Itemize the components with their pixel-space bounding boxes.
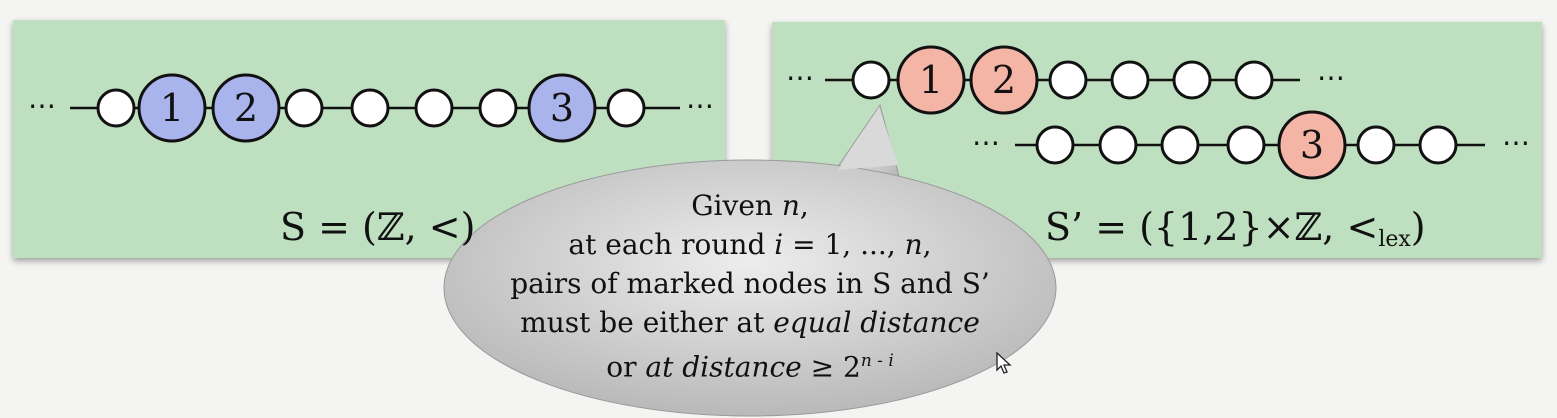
right-formula-close: ) [1410, 205, 1426, 249]
left-chain-ellipsis: ⋯ [686, 89, 714, 122]
left-chain-node-label: 3 [550, 86, 574, 130]
right-chain-row-2-ellipsis: ⋯ [1502, 126, 1530, 159]
right-chain-row-1-node-label: 1 [919, 58, 943, 102]
right-chain-row-2-marked-node [1277, 110, 1347, 180]
left-chain-node-label: 1 [160, 86, 184, 130]
right-chain-row-1-ellipsis: ⋯ [1317, 61, 1345, 94]
left-formula: S = (ℤ, <) [280, 205, 476, 249]
right-chain-row-2-node [1356, 125, 1396, 165]
mouse-cursor-icon [996, 352, 1012, 374]
left-chain-node [478, 88, 518, 128]
right-chain-row-2-node [1226, 125, 1266, 165]
right-chain-row-2-node [1098, 125, 1138, 165]
right-chain-row-2-node [1035, 125, 1075, 165]
right-chain-row-1-node-label: 2 [992, 58, 1016, 102]
right-chain-row-1: ⋯ ⋯ 1 2 [786, 45, 1345, 115]
bubble-line-1: Given n, [691, 189, 809, 222]
bubble-line-5: or at distance ≥ 2n - i [606, 350, 894, 384]
right-chain-row-1-node [1172, 60, 1212, 100]
right-chain-row-1-node [1234, 60, 1274, 100]
bubble-text: Given n, at each round i = 1, ..., n, pa… [455, 186, 1045, 386]
right-formula-main: S’ = ({1,2}×ℤ, < [1045, 205, 1379, 249]
left-chain-node [414, 88, 454, 128]
right-chain-row-2-node [1160, 125, 1200, 165]
right-chain-row-2-node [1418, 125, 1458, 165]
bubble-line-2: at each round i = 1, ..., n, [568, 228, 932, 261]
right-chain-row-1-node [851, 60, 891, 100]
right-chain-row-2: ⋯ ⋯ 3 [972, 110, 1530, 180]
right-chain-row-1-node [1110, 60, 1150, 100]
left-chain-node [284, 88, 324, 128]
left-chain-marked-node [527, 73, 597, 143]
bubble-line-3: pairs of marked nodes in S and S’ [510, 267, 990, 300]
left-chain-node [96, 88, 136, 128]
left-chain-marked-node [137, 73, 207, 143]
left-chain-ellipsis: ⋯ [28, 89, 56, 122]
right-chain-row-1-marked-node [969, 45, 1039, 115]
right-chain-row-1-node [1048, 60, 1088, 100]
right-formula-subscript: lex [1378, 227, 1411, 252]
speech-bubble [443, 103, 1057, 417]
left-chain-node [350, 88, 390, 128]
right-chain-row-2-ellipsis: ⋯ [972, 126, 1000, 159]
right-chain-row-1-ellipsis: ⋯ [786, 61, 814, 94]
right-chain-row-2-node-label: 3 [1300, 123, 1324, 167]
left-chain-node-label: 2 [234, 86, 258, 130]
right-formula: S’ = ({1,2}×ℤ, <lex) [1045, 205, 1426, 252]
bubble-line-4: must be either at equal distance [520, 306, 980, 339]
left-chain-marked-node [211, 73, 281, 143]
left-chain: ⋯ ⋯ 1 2 3 [28, 73, 714, 143]
right-chain-row-1-marked-node [896, 45, 966, 115]
left-chain-node [606, 88, 646, 128]
